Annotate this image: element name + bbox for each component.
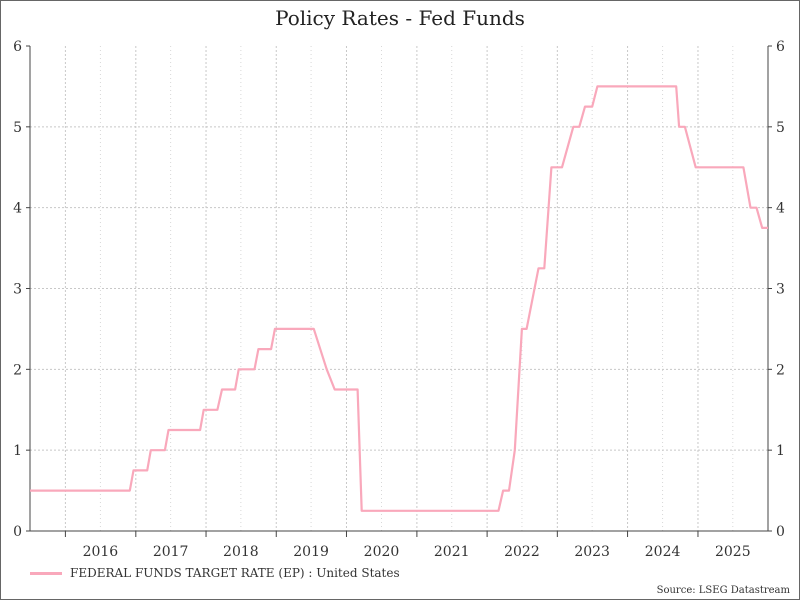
series-line-fed-funds [30, 85, 768, 512]
y-tick-label-right: 4 [776, 201, 785, 217]
x-tick-label: 2023 [574, 544, 610, 560]
x-tick-label: 2019 [293, 544, 329, 560]
x-tick-label: 2018 [223, 544, 259, 560]
y-tick-label-right: 1 [776, 443, 785, 459]
legend-swatch [30, 571, 62, 575]
y-tick-label-left: 2 [13, 362, 22, 378]
x-tick-label: 2016 [83, 544, 119, 560]
x-tick-label: 2021 [434, 544, 470, 560]
y-tick-label-right: 3 [776, 282, 785, 298]
x-tick-label: 2020 [364, 544, 400, 560]
y-tick-label-left: 6 [13, 39, 22, 55]
y-tick-label-right: 0 [776, 524, 785, 540]
y-tick-label-right: 6 [776, 39, 785, 55]
x-tick-label: 2024 [645, 544, 681, 560]
x-tick-label: 2022 [504, 544, 540, 560]
y-tick-label-right: 2 [776, 362, 785, 378]
y-tick-label-left: 4 [13, 201, 22, 217]
legend: FEDERAL FUNDS TARGET RATE (EP) : United … [30, 566, 400, 580]
x-tick-label: 2017 [153, 544, 189, 560]
chart-title: Policy Rates - Fed Funds [275, 6, 525, 30]
y-tick-label-left: 0 [13, 524, 22, 540]
source-note: Source: LSEG Datastream [656, 585, 790, 596]
x-tick-label: 2025 [715, 544, 751, 560]
y-tick-label-left: 3 [13, 282, 22, 298]
legend-label: FEDERAL FUNDS TARGET RATE (EP) : United … [70, 566, 400, 580]
y-tick-label-right: 5 [776, 120, 785, 136]
y-tick-label-left: 1 [13, 443, 22, 459]
y-tick-label-left: 5 [13, 120, 22, 136]
